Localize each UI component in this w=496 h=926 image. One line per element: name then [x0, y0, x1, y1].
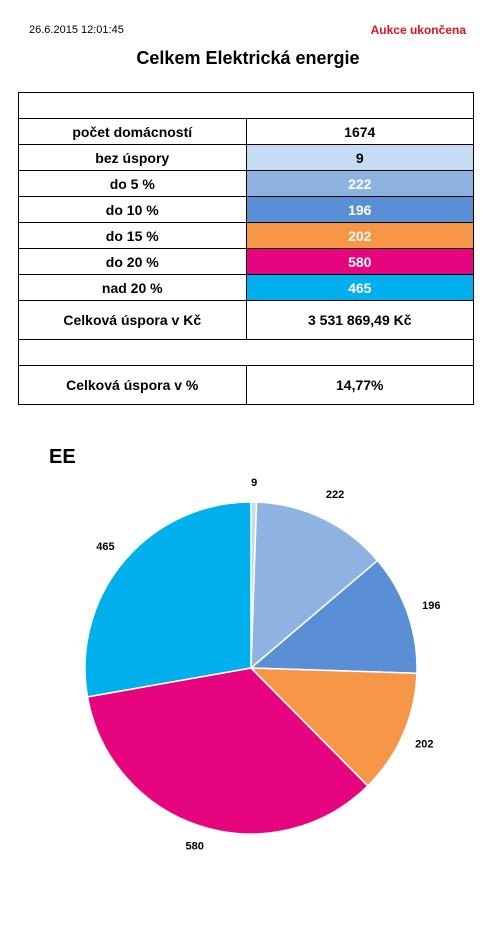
table-row: do 20 % 580: [18, 248, 474, 275]
row-label-no-savings: bez úspory: [18, 144, 247, 171]
pie-slice: [249, 667, 418, 787]
pie-data-label: 202: [415, 739, 433, 751]
table-header-row: [18, 92, 474, 119]
row-value-up-to-10: 196: [245, 196, 474, 223]
pie-slice: [84, 501, 252, 698]
table-row: Celková úspora v % 14,77%: [18, 365, 474, 405]
pie-slice: [86, 667, 369, 835]
total-savings-czk-value: 3 531 869,49 Kč: [245, 300, 474, 340]
table-row: nad 20 % 465: [18, 274, 474, 301]
table-row: počet domácností 1674: [18, 118, 474, 145]
auction-status: Aukce ukončena: [370, 23, 466, 37]
table-empty-cell: [18, 92, 474, 119]
timestamp: 26.6.2015 12:01:45: [29, 24, 124, 36]
table-row: do 15 % 202: [18, 222, 474, 249]
row-value-up-to-5: 222: [245, 170, 474, 197]
row-value-over-20: 465: [245, 274, 474, 301]
pie-slice: [249, 559, 418, 675]
pie-data-label: 222: [326, 489, 344, 501]
pie-data-label: 580: [185, 840, 203, 852]
table-row: bez úspory 9: [18, 144, 474, 171]
row-value-up-to-20: 580: [245, 248, 474, 275]
row-label-up-to-15: do 15 %: [18, 222, 247, 249]
table-row: do 10 % 196: [18, 196, 474, 223]
row-label-over-20: nad 20 %: [18, 274, 247, 301]
total-savings-pct-value: 14,77%: [245, 365, 474, 405]
chart-title: EE: [49, 446, 76, 468]
pie-data-label: 9: [251, 477, 257, 489]
pie-data-label: 196: [422, 600, 440, 612]
row-value-households: 1674: [245, 118, 474, 145]
pie-slice: [250, 501, 379, 670]
pie-data-label: 465: [96, 541, 114, 553]
table-row: Celková úspora v Kč 3 531 869,49 Kč: [18, 300, 474, 340]
total-savings-pct-label: Celková úspora v %: [18, 365, 247, 405]
row-value-no-savings: 9: [245, 144, 474, 171]
summary-table: počet domácností 1674 bez úspory 9 do 5 …: [18, 92, 474, 405]
page-title: Celkem Elektrická energie: [136, 48, 360, 68]
total-savings-czk-label: Celková úspora v Kč: [18, 300, 247, 340]
